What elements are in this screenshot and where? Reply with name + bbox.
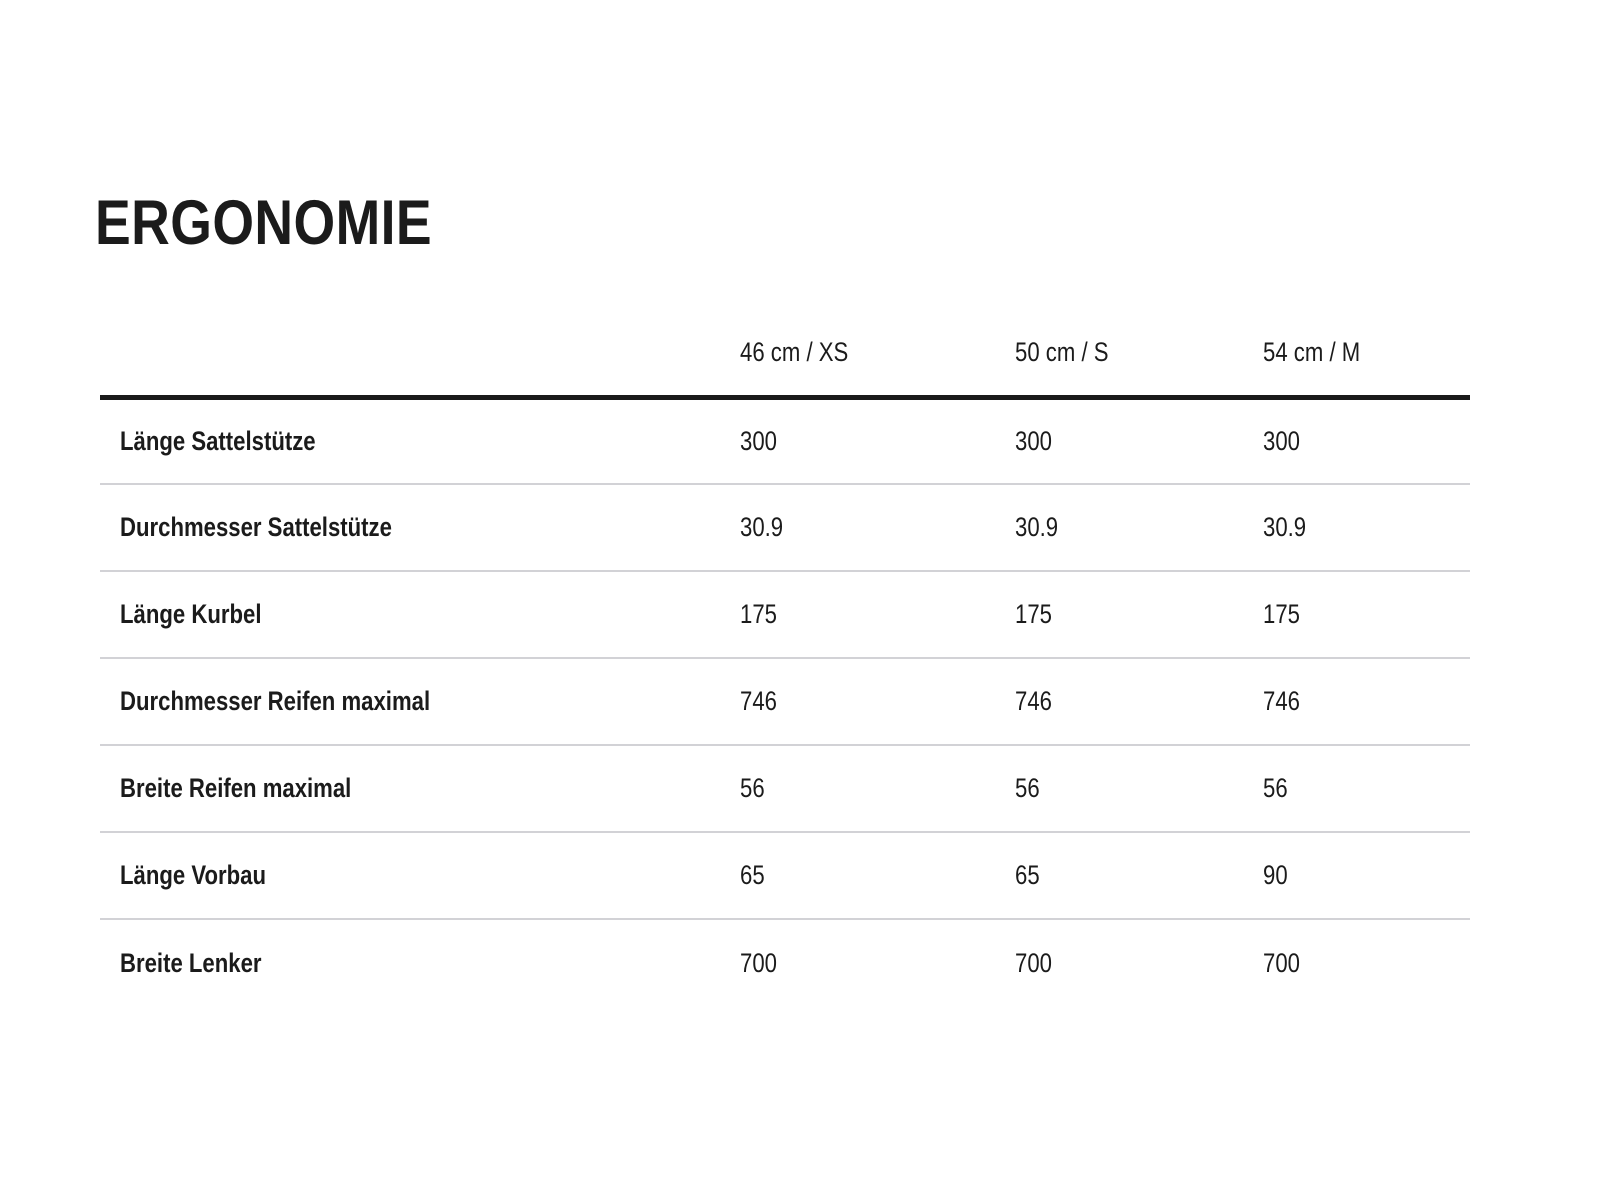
table-row: Durchmesser Reifen maximal 746 746 746 [100, 657, 1470, 745]
table-body: Länge Sattelstütze 300 300 300 Durchmess… [100, 396, 1470, 1006]
value-cell-xs: 746 [740, 657, 1015, 745]
value-cell-s: 65 [1015, 831, 1263, 919]
row-label: Breite Lenker [120, 947, 262, 978]
value-cell-s: 300 [1015, 396, 1263, 484]
row-label-cell: Länge Vorbau [100, 831, 740, 919]
row-label-cell: Breite Lenker [100, 918, 740, 1006]
value-cell-m: 30.9 [1263, 483, 1470, 571]
table-header: 46 cm / XS 50 cm / S 54 cm / M [100, 310, 1470, 400]
value-cell-xs: 65 [740, 831, 1015, 919]
cell-value: 30.9 [1015, 512, 1059, 542]
cell-value: 300 [740, 425, 777, 456]
table-row: Breite Reifen maximal 56 56 56 [100, 744, 1470, 832]
column-header-xs: 46 cm / XS [740, 310, 1015, 400]
ergonomics-table: 46 cm / XS 50 cm / S 54 cm / M Länge Sat… [100, 310, 1470, 1006]
column-header-label: 46 cm / XS [740, 336, 849, 367]
value-cell-xs: 700 [740, 918, 1015, 1006]
row-label: Durchmesser Reifen maximal [120, 686, 431, 716]
row-label-cell: Durchmesser Reifen maximal [100, 657, 740, 745]
row-label-cell: Durchmesser Sattelstütze [100, 483, 740, 571]
cell-value: 175 [740, 599, 777, 629]
row-label: Länge Kurbel [120, 599, 262, 629]
value-cell-m: 56 [1263, 744, 1470, 832]
value-cell-s: 30.9 [1015, 483, 1263, 571]
column-header-label: 54 cm / M [1263, 336, 1361, 367]
value-cell-m: 700 [1263, 918, 1470, 1006]
value-cell-s: 175 [1015, 570, 1263, 658]
value-cell-m: 175 [1263, 570, 1470, 658]
cell-value: 746 [1015, 686, 1052, 716]
row-label: Breite Reifen maximal [120, 773, 352, 803]
row-label-cell: Länge Sattelstütze [100, 396, 740, 484]
cell-value: 700 [1263, 947, 1300, 978]
cell-value: 175 [1263, 599, 1300, 629]
row-label: Länge Vorbau [120, 860, 266, 890]
column-header-m: 54 cm / M [1263, 310, 1470, 400]
value-cell-xs: 175 [740, 570, 1015, 658]
value-cell-m: 300 [1263, 396, 1470, 484]
cell-value: 65 [740, 860, 765, 890]
cell-value: 90 [1263, 860, 1288, 890]
value-cell-s: 746 [1015, 657, 1263, 745]
row-label: Länge Sattelstütze [120, 425, 316, 456]
column-header-s: 50 cm / S [1015, 310, 1263, 400]
cell-value: 30.9 [1263, 512, 1307, 542]
cell-value: 700 [740, 947, 777, 978]
table-row: Durchmesser Sattelstütze 30.9 30.9 30.9 [100, 483, 1470, 571]
cell-value: 746 [740, 686, 777, 716]
value-cell-m: 746 [1263, 657, 1470, 745]
table-header-row: 46 cm / XS 50 cm / S 54 cm / M [100, 310, 1470, 400]
column-header-spacer [100, 310, 740, 400]
cell-value: 700 [1015, 947, 1052, 978]
value-cell-m: 90 [1263, 831, 1470, 919]
cell-value: 175 [1015, 599, 1052, 629]
cell-value: 30.9 [740, 512, 784, 542]
column-header-label: 50 cm / S [1015, 336, 1109, 367]
row-label: Durchmesser Sattelstütze [120, 512, 392, 542]
value-cell-s: 56 [1015, 744, 1263, 832]
cell-value: 56 [740, 773, 765, 803]
cell-value: 56 [1263, 773, 1288, 803]
cell-value: 56 [1015, 773, 1040, 803]
table-row: Breite Lenker 700 700 700 [100, 918, 1470, 1006]
table-row: Länge Kurbel 175 175 175 [100, 570, 1470, 658]
table-row: Länge Vorbau 65 65 90 [100, 831, 1470, 919]
table-row: Länge Sattelstütze 300 300 300 [100, 396, 1470, 484]
section-title: ERGONOMIE [95, 188, 433, 258]
cell-value: 300 [1263, 425, 1300, 456]
row-label-cell: Breite Reifen maximal [100, 744, 740, 832]
cell-value: 300 [1015, 425, 1052, 456]
value-cell-s: 700 [1015, 918, 1263, 1006]
value-cell-xs: 300 [740, 396, 1015, 484]
row-label-cell: Länge Kurbel [100, 570, 740, 658]
value-cell-xs: 56 [740, 744, 1015, 832]
value-cell-xs: 30.9 [740, 483, 1015, 571]
cell-value: 746 [1263, 686, 1300, 716]
cell-value: 65 [1015, 860, 1040, 890]
